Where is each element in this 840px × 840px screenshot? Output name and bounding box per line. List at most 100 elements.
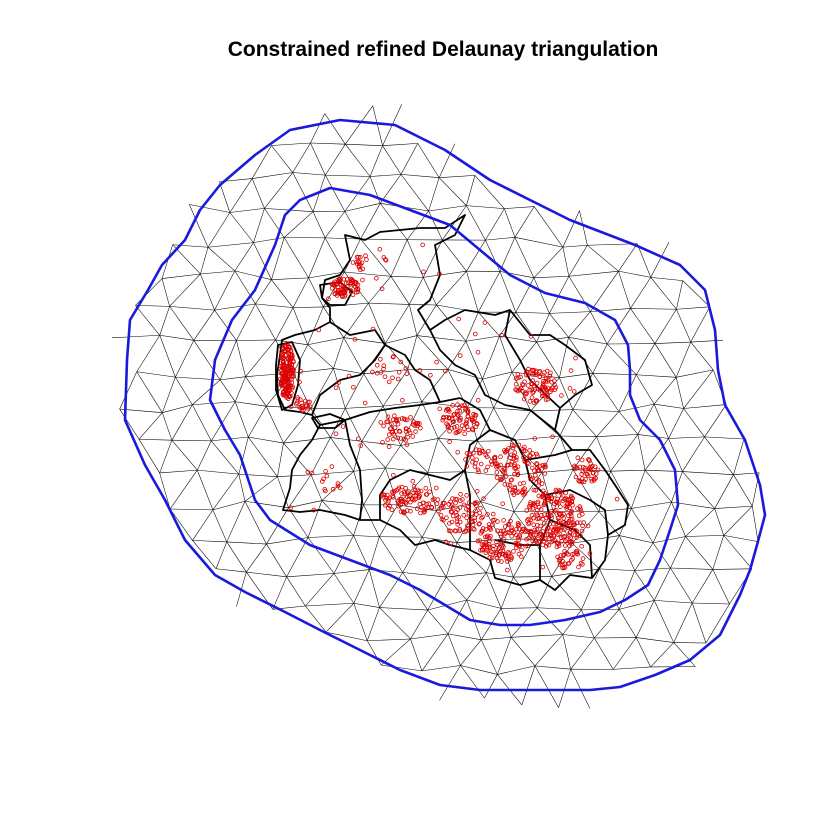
mesh-edge [618,411,639,435]
observation-point [542,370,547,375]
observation-point [528,334,534,339]
observation-point [360,266,366,272]
observation-point [506,521,512,527]
mesh-edge [252,172,293,179]
observation-point [512,462,517,467]
observation-point [279,378,285,384]
mesh-edge [714,474,734,509]
observation-point [511,549,516,554]
mesh-edge [670,567,713,570]
observation-point [418,510,423,516]
observation-point [566,525,571,531]
observation-point [517,543,523,548]
observation-point [415,420,421,426]
mesh-edge [379,572,403,608]
observation-point [412,487,418,493]
mesh-edge [343,302,369,338]
mesh-edge [379,536,403,573]
mesh-edge [170,508,213,511]
mesh-edge [310,142,346,145]
observation-point [464,515,470,520]
observation-point [498,534,504,540]
observation-point [483,527,489,532]
mesh-edge [214,309,237,341]
observation-point [507,455,513,461]
observation-point [386,444,392,450]
observation-point [435,497,441,502]
observation-point [429,505,435,511]
observation-point [436,271,442,277]
mesh-edge [363,373,384,407]
observation-point [492,461,498,466]
observation-point [424,501,429,507]
mesh-edge [421,401,439,439]
mesh-edge [286,573,335,578]
mesh-edge [385,467,428,473]
mesh-edge [501,607,538,609]
observation-point [515,490,520,496]
mesh-edge [562,244,588,248]
mesh-edge [200,270,235,275]
observation-point [335,481,341,486]
mesh-edge [207,247,236,272]
mesh-edge [630,277,651,309]
observation-point [542,501,547,507]
observation-point [494,470,500,475]
observation-point [284,363,290,369]
mesh-edge [692,569,714,604]
observation-point [516,526,522,532]
observation-point [568,493,574,499]
mesh-edge [159,440,173,474]
mesh-edge [596,436,611,472]
mesh-edge [568,311,591,338]
observation-point [584,471,590,477]
observation-point [541,378,546,384]
region-outline [276,214,629,591]
mesh-edge [515,311,550,314]
mesh-edge [211,440,240,475]
observation-point [510,445,516,451]
mesh-edge [119,408,140,440]
observation-point [286,344,292,349]
district-border [311,321,386,416]
mesh-edge [534,665,571,670]
mesh-edge [511,435,560,441]
observation-point [534,462,540,467]
observation-point [529,476,535,482]
mesh-edge [568,337,608,345]
mesh-edge [324,237,345,273]
observation-point [338,276,343,282]
observation-point [570,522,576,528]
observation-point [466,427,471,433]
observation-point [499,540,505,546]
observation-point [482,320,488,325]
mesh-edge [484,674,498,699]
observation-point [498,531,503,537]
observation-point [383,257,389,263]
observation-point [548,370,553,376]
district-border [524,449,573,461]
observation-point [533,368,539,374]
mesh-edge [244,500,289,508]
observation-point [390,417,396,423]
mesh-edge [402,572,447,578]
mesh-edge [465,341,483,380]
mesh-edge [493,371,513,409]
mesh-edge [592,343,608,374]
observation-point [451,412,457,418]
observation-point [513,381,519,387]
mesh-edge [215,541,228,569]
mesh-edge [683,369,714,409]
mesh-edge [307,537,335,574]
mesh-edge [618,609,637,638]
observation-point [478,461,484,467]
observation-point [461,512,467,518]
mesh-edge [229,178,253,213]
mesh-edge [236,340,246,377]
mesh-edge [310,368,334,409]
mesh-edge [368,569,380,608]
observation-point [485,533,490,539]
observation-point [503,473,509,479]
observation-point [546,495,551,501]
observation-point [510,487,516,493]
